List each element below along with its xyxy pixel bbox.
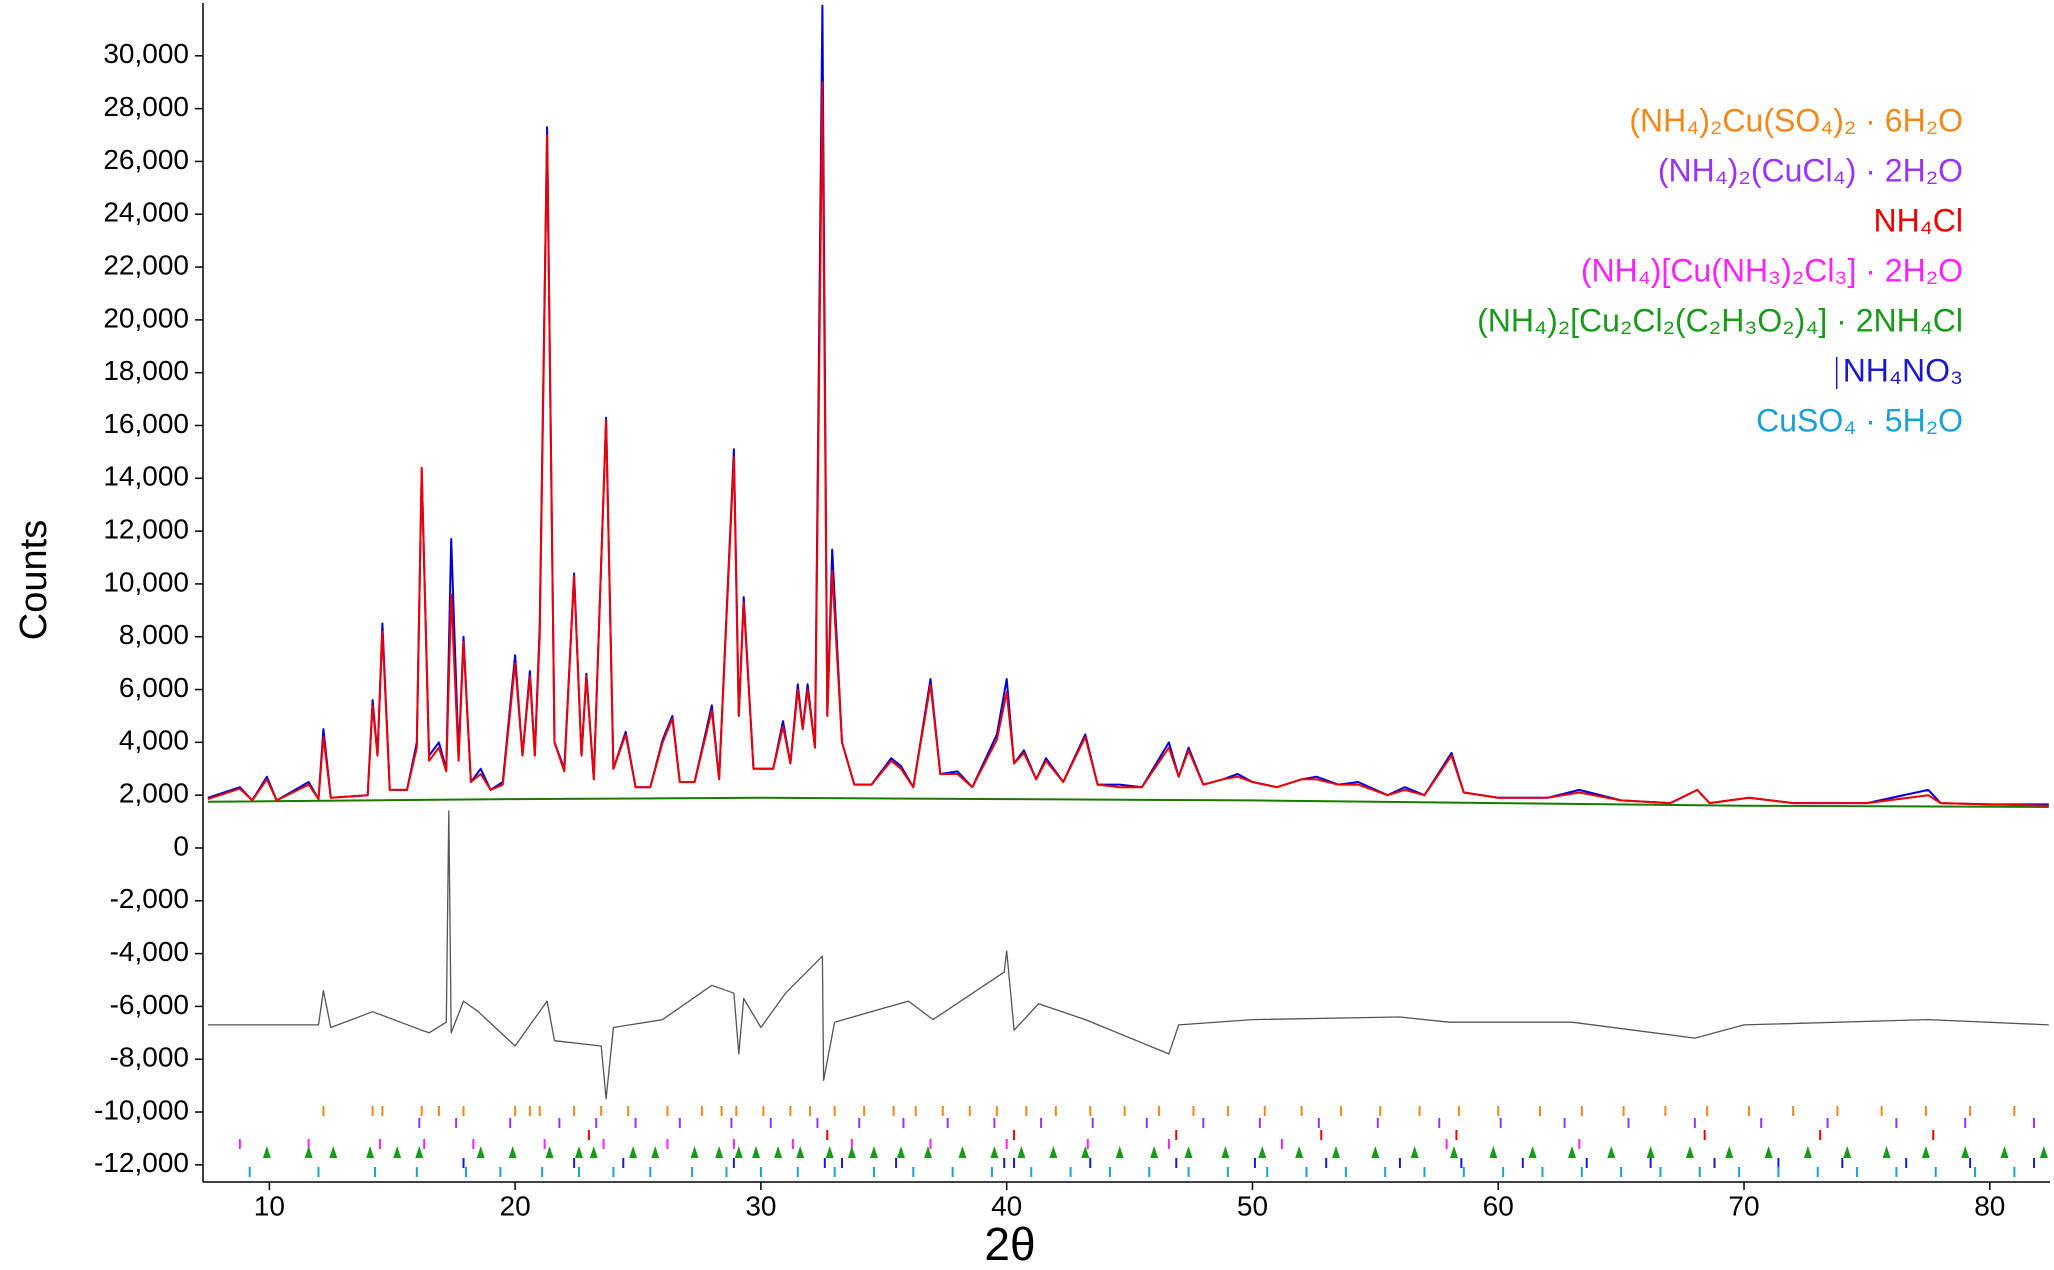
x-tick-label: 10 xyxy=(254,1190,285,1221)
reflection-marker xyxy=(1646,1146,1655,1158)
series-line xyxy=(207,810,2049,1100)
reflection-marker xyxy=(869,1146,878,1158)
reflection-marker xyxy=(415,1146,424,1158)
reflection-marker xyxy=(476,1146,485,1158)
legend-label: NH₄NO₃ xyxy=(1843,352,1963,388)
reflection-marker xyxy=(575,1146,584,1158)
y-tick-label: 14,000 xyxy=(103,461,189,492)
y-axis-label: Counts xyxy=(13,520,55,640)
reflection-marker xyxy=(1150,1146,1159,1158)
reflection-marker xyxy=(1685,1146,1694,1158)
reflection-marker xyxy=(2039,1146,2048,1158)
reflection-marker xyxy=(1115,1146,1124,1158)
legend-label: NH₄Cl xyxy=(1874,202,1964,238)
reflection-marker xyxy=(734,1146,743,1158)
y-tick-label: 28,000 xyxy=(103,91,189,122)
y-tick-label: 16,000 xyxy=(103,408,189,439)
reflection-marker xyxy=(329,1146,338,1158)
reflection-marker xyxy=(1528,1146,1537,1158)
reflection-marker xyxy=(1803,1146,1812,1158)
y-tick-label: -2,000 xyxy=(110,883,189,914)
y-tick-label: 6,000 xyxy=(119,672,189,703)
reflection-marker xyxy=(393,1146,402,1158)
reflection-marker xyxy=(1607,1146,1616,1158)
reflection-marker xyxy=(545,1146,554,1158)
reflection-marker xyxy=(629,1146,638,1158)
reflection-marker xyxy=(1489,1146,1498,1158)
reflection-marker xyxy=(1081,1146,1090,1158)
reflection-marker xyxy=(1371,1146,1380,1158)
reflection-marker xyxy=(715,1146,724,1158)
y-tick-label: 12,000 xyxy=(103,513,189,544)
legend-label: CuSO₄ · 5H₂O xyxy=(1756,402,1963,438)
y-tick-label: 22,000 xyxy=(103,249,189,280)
reflection-marker xyxy=(990,1146,999,1158)
reflection-marker xyxy=(651,1146,660,1158)
series-line xyxy=(207,81,2049,807)
y-tick-label: 2,000 xyxy=(119,778,189,809)
reflection-marker xyxy=(897,1146,906,1158)
y-tick-label: 0 xyxy=(173,830,189,861)
reflection-marker xyxy=(1764,1146,1773,1158)
x-tick-label: 80 xyxy=(1974,1190,2005,1221)
y-tick-label: -10,000 xyxy=(94,1094,189,1125)
y-tick-label: 18,000 xyxy=(103,355,189,386)
y-tick-label: 26,000 xyxy=(103,144,189,175)
x-tick-label: 20 xyxy=(500,1190,531,1221)
y-tick-label: 20,000 xyxy=(103,302,189,333)
reflection-marker xyxy=(1725,1146,1734,1158)
reflection-marker xyxy=(774,1146,783,1158)
y-tick-label: 30,000 xyxy=(103,38,189,69)
x-tick-label: 40 xyxy=(991,1190,1022,1221)
x-tick-label: 30 xyxy=(745,1190,776,1221)
y-tick-label: 24,000 xyxy=(103,197,189,228)
x-tick-label: 70 xyxy=(1728,1190,1759,1221)
reflection-marker xyxy=(1049,1146,1058,1158)
reflection-marker xyxy=(1843,1146,1852,1158)
reflection-marker xyxy=(2000,1146,2009,1158)
reflection-marker xyxy=(847,1146,856,1158)
reflection-marker xyxy=(1567,1146,1576,1158)
reflection-marker xyxy=(1295,1146,1304,1158)
reflection-marker xyxy=(1332,1146,1341,1158)
reflection-marker xyxy=(1921,1146,1930,1158)
reflection-marker xyxy=(690,1146,699,1158)
reflection-marker xyxy=(1258,1146,1267,1158)
x-axis-label: 2θ xyxy=(984,1218,1035,1270)
reflection-marker xyxy=(1449,1146,1458,1158)
y-tick-label: -8,000 xyxy=(110,1042,189,1073)
reflection-marker xyxy=(589,1146,598,1158)
reflection-marker xyxy=(1410,1146,1419,1158)
y-tick-label: -12,000 xyxy=(94,1147,189,1178)
x-tick-label: 60 xyxy=(1483,1190,1514,1221)
reflection-marker xyxy=(508,1146,517,1158)
y-tick-label: 4,000 xyxy=(119,725,189,756)
y-tick-label: -4,000 xyxy=(110,936,189,967)
reflection-marker xyxy=(1882,1146,1891,1158)
reflection-marker xyxy=(1221,1146,1230,1158)
legend-label: (NH₄)₂Cu(SO₄)₂ · 6H₂O xyxy=(1629,102,1963,138)
reflection-marker xyxy=(366,1146,375,1158)
reflection-marker xyxy=(825,1146,834,1158)
series-line xyxy=(207,796,2049,808)
y-tick-label: 10,000 xyxy=(103,566,189,597)
reflection-marker xyxy=(1961,1146,1970,1158)
legend-label: (NH₄)[Cu(NH₃)₂Cl₃] · 2H₂O xyxy=(1581,252,1963,288)
legend-label: (NH₄)₂[Cu₂Cl₂(C₂H₃O₂)₄] · 2NH₄Cl xyxy=(1477,302,1963,338)
reflection-marker xyxy=(1184,1146,1193,1158)
y-tick-label: 8,000 xyxy=(119,619,189,650)
reflection-marker xyxy=(304,1146,313,1158)
reflection-marker xyxy=(924,1146,933,1158)
reflection-marker xyxy=(751,1146,760,1158)
reflection-marker xyxy=(796,1146,805,1158)
reflection-marker xyxy=(1017,1146,1026,1158)
x-tick-label: 50 xyxy=(1237,1190,1268,1221)
reflection-marker xyxy=(262,1146,271,1158)
legend-label: (NH₄)₂(CuCl₄) · 2H₂O xyxy=(1658,152,1963,188)
reflection-marker xyxy=(958,1146,967,1158)
y-tick-label: -6,000 xyxy=(110,989,189,1020)
